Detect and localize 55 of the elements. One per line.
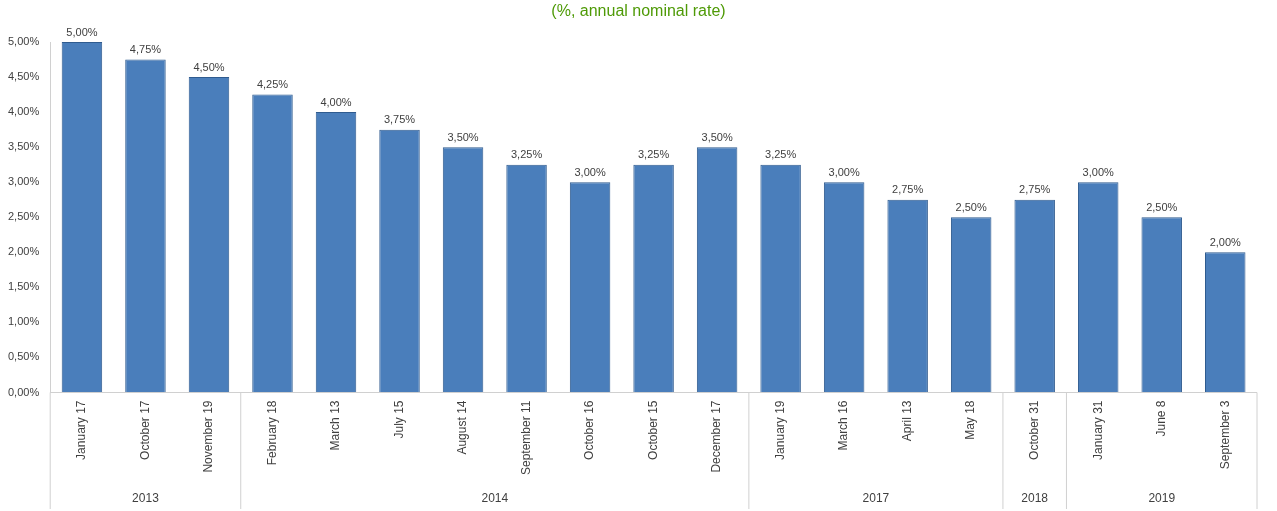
data-label: 2,75% [1019, 183, 1051, 196]
x-tick-label: July 15 [391, 400, 406, 439]
y-tick-label: 3,50% [7, 140, 40, 153]
x-tick-label: March 16 [836, 400, 851, 451]
y-tick-label: 5,00% [7, 35, 40, 48]
y-tick-label: 2,00% [7, 245, 40, 258]
y-tick-label: 4,50% [7, 70, 40, 83]
text: 2019 [1148, 491, 1176, 506]
data-label: 2,00% [1209, 235, 1242, 248]
y-tick-label: 3,00% [7, 175, 40, 188]
data-label: 3,75% [383, 113, 416, 126]
data-label: 3,50% [447, 130, 479, 143]
y-tick-label: 0,00% [7, 385, 40, 398]
x-tick-label: September 3 [1217, 400, 1232, 470]
x-tick-label: January 31 [1090, 400, 1105, 460]
data-label: 3,00% [574, 165, 606, 178]
data-label: 3,25% [765, 148, 797, 161]
x-tick-label: April 13 [899, 400, 914, 442]
data-label: 4,50% [193, 60, 225, 73]
x-tick-label: January 17 [74, 400, 89, 460]
x-tick-label: December 17 [709, 400, 724, 473]
text: 2014 [481, 491, 509, 506]
data-label: 3,25% [510, 148, 543, 161]
data-label: 3,50% [701, 130, 733, 143]
y-tick-label: 1,50% [7, 280, 40, 293]
text: 2017 [862, 491, 890, 506]
x-tick-label: October 16 [582, 400, 597, 460]
x-tick-label: May 18 [963, 400, 978, 440]
x-tick-label: June 8 [1154, 400, 1169, 437]
y-tick-label: 4,00% [7, 105, 40, 118]
x-tick-label: August 14 [455, 400, 470, 455]
data-label: 2,50% [1146, 200, 1178, 213]
x-tick-label: November 19 [201, 400, 216, 473]
data-label: 3,25% [637, 148, 670, 161]
x-tick-label: March 13 [328, 400, 343, 451]
chart-subtitle: (%, annual nominal rate) [550, 1, 727, 21]
y-tick-label: 2,50% [7, 210, 40, 223]
x-tick-label: October 31 [1027, 400, 1042, 460]
x-tick-label: October 15 [645, 400, 660, 460]
y-tick-label: 0,50% [7, 350, 40, 363]
x-tick-label: September 11 [518, 400, 533, 476]
data-label: 4,00% [320, 95, 352, 108]
x-tick-label: January 19 [772, 400, 787, 460]
x-tick-label: February 18 [264, 400, 279, 466]
data-label: 3,00% [828, 165, 860, 178]
data-label: 4,75% [129, 43, 162, 56]
data-label: 3,00% [1082, 165, 1115, 178]
data-label: 4,25% [256, 78, 289, 91]
data-label: 2,75% [892, 183, 924, 196]
data-label: 5,00% [66, 25, 98, 38]
y-tick-label: 1,00% [7, 315, 40, 328]
data-label: 2,50% [955, 200, 987, 213]
text: 2018 [1021, 491, 1049, 506]
text: 2013 [132, 491, 160, 506]
x-tick-label: October 17 [137, 400, 152, 460]
